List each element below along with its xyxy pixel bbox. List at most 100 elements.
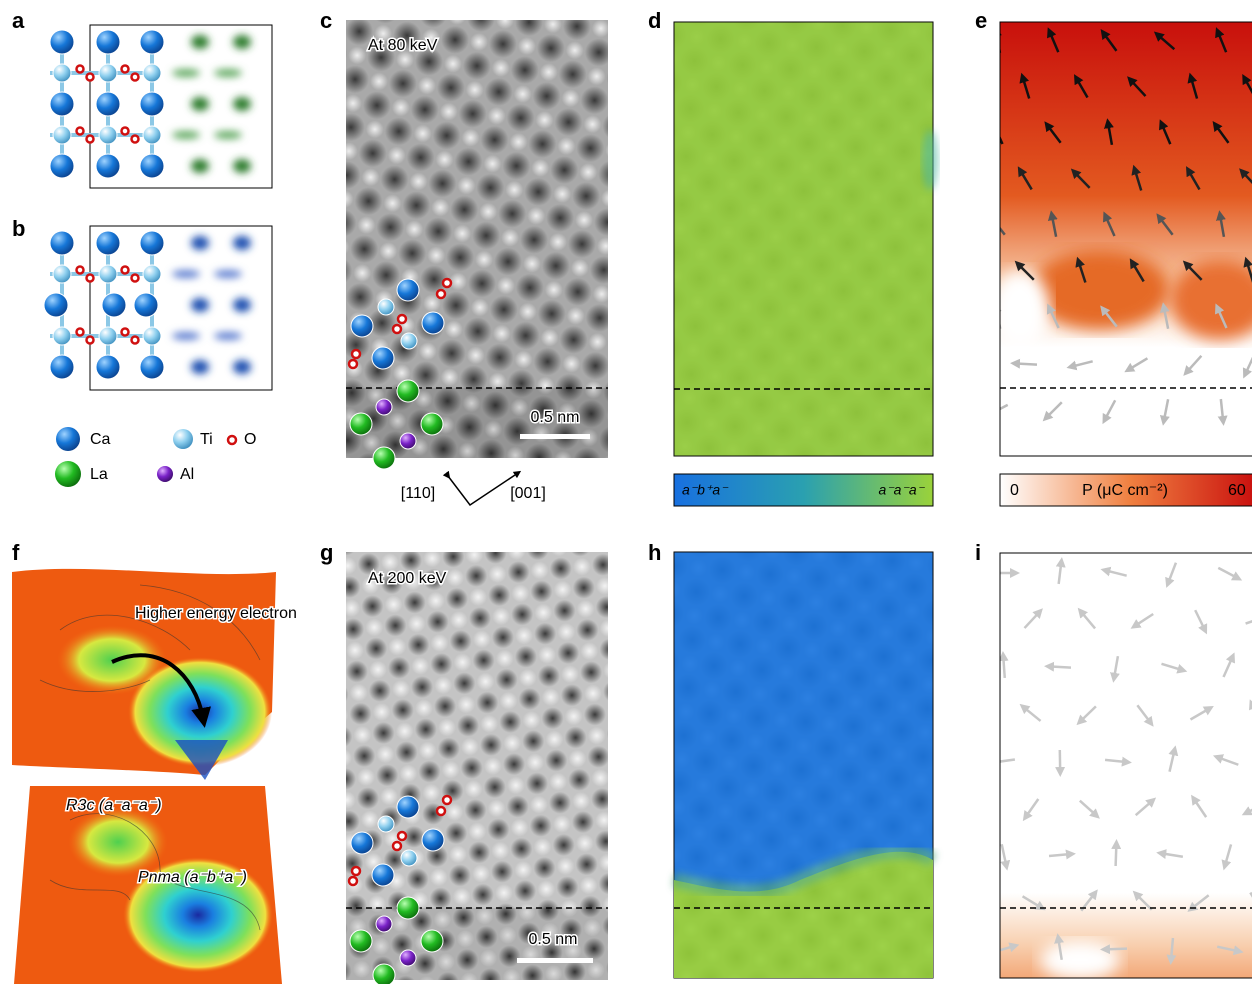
polarization-arrow xyxy=(1104,118,1114,146)
minimum-label: Pnma (a⁻b⁺a⁻) xyxy=(138,869,247,886)
polarization-arrow xyxy=(1074,74,1089,99)
polarization-arrow xyxy=(1111,839,1122,867)
atom-ca xyxy=(133,292,159,318)
legend-label: O xyxy=(244,431,256,448)
polarization-arrow xyxy=(1070,168,1091,189)
image-spot xyxy=(233,159,251,173)
polarization-arrow xyxy=(1019,703,1042,722)
atom-o xyxy=(85,335,95,345)
polarization-arrow xyxy=(1066,360,1093,371)
atom-o xyxy=(441,277,453,289)
polarization-arrow xyxy=(1153,31,1176,51)
atom-ca xyxy=(350,831,374,855)
panel-label: g xyxy=(320,540,333,565)
polarization-arrow xyxy=(1127,76,1147,97)
atom-ca xyxy=(101,292,127,318)
polarization-arrow xyxy=(1078,799,1100,819)
atom-ti xyxy=(142,326,162,346)
polarization-arrow xyxy=(1183,354,1203,376)
polarization-arrow xyxy=(1100,944,1128,955)
polarization-arrow xyxy=(1245,620,1252,625)
atom-ca xyxy=(371,863,395,887)
atom-ti xyxy=(52,125,72,145)
polarization-arrow xyxy=(1055,557,1066,585)
legend-label: Ti xyxy=(200,431,213,448)
atom-ti xyxy=(142,264,162,284)
atom-o xyxy=(75,327,85,337)
polarization-arrow xyxy=(1194,609,1208,635)
legend-al xyxy=(157,466,173,482)
colorbar-d xyxy=(673,473,934,507)
atom-ti xyxy=(400,332,418,350)
transition-arrow xyxy=(111,653,211,728)
polarization-arrow xyxy=(1168,745,1179,772)
panel-label: b xyxy=(12,216,25,241)
colorbar-left-label: a⁻b⁺a⁻ xyxy=(682,482,729,498)
polarization-arrow xyxy=(1182,260,1203,281)
atom-la xyxy=(396,896,420,920)
scale-bar-label: 0.5 nm xyxy=(531,409,580,426)
atom-ti xyxy=(142,125,162,145)
atom-ca xyxy=(371,346,395,370)
atom-ca xyxy=(49,354,75,380)
polarization-arrow xyxy=(1221,844,1233,871)
tilt-texture xyxy=(674,22,933,456)
tilt-variation xyxy=(922,130,938,190)
image-spot xyxy=(172,270,200,278)
image-spot xyxy=(172,69,200,77)
atom-ti xyxy=(52,264,72,284)
polarization-arrow xyxy=(1239,168,1252,184)
legend-ti xyxy=(173,429,193,449)
atom-o xyxy=(396,830,408,842)
image-spot xyxy=(214,332,242,340)
image-spot xyxy=(191,35,209,49)
polarization-arrow xyxy=(1243,256,1252,283)
polarization-arrow xyxy=(1023,608,1043,629)
polarization-arrow xyxy=(1131,164,1143,191)
polarization-arrow xyxy=(1000,119,1004,145)
atom-ca xyxy=(49,153,75,179)
polarization-arrow xyxy=(1076,705,1097,726)
legend: Ca Ti O La Al xyxy=(55,427,256,487)
image-spot xyxy=(191,360,209,374)
polarization-arrow xyxy=(1047,210,1058,238)
polarization-arrow xyxy=(1212,754,1239,766)
atom-o xyxy=(120,64,130,74)
atom-ca xyxy=(95,153,121,179)
polarization-arrow xyxy=(1185,166,1201,191)
atom-ca xyxy=(421,311,445,335)
atom-o xyxy=(75,64,85,74)
annotation-text: Higher energy electron xyxy=(135,605,297,622)
atom-ca xyxy=(139,354,165,380)
tilt-texture xyxy=(674,552,933,978)
atom-o xyxy=(441,794,453,806)
scale-bar-label: 0.5 nm xyxy=(529,931,578,948)
scale-bar xyxy=(517,958,593,963)
atom-o xyxy=(350,865,362,877)
panel-labels: a b c d e f g h i xyxy=(12,8,987,565)
atom-o xyxy=(435,288,447,300)
atom-ca xyxy=(139,91,165,117)
atom-ca xyxy=(49,91,75,117)
image-spot xyxy=(214,270,242,278)
polarization-arrow xyxy=(1189,705,1214,721)
atom-o xyxy=(391,323,403,335)
polarization-arrow xyxy=(1054,933,1064,961)
image-spot xyxy=(172,332,200,340)
image-spot xyxy=(233,35,251,49)
overlay-atoms-g xyxy=(347,794,453,984)
energy-landscape xyxy=(12,568,282,984)
polarization-arrow xyxy=(1214,303,1228,329)
polarization-map-e xyxy=(1000,22,1252,456)
polarization-arrow xyxy=(1042,401,1063,422)
legend-label: Ca xyxy=(90,431,111,448)
atom-ti xyxy=(142,63,162,83)
atom-ti xyxy=(377,298,395,316)
image-spot xyxy=(233,360,251,374)
panel-label: c xyxy=(320,8,332,33)
polarization-map-i xyxy=(1000,553,1252,978)
polarization-arrow xyxy=(1000,651,1009,679)
atom-ca xyxy=(139,230,165,256)
panel-e-frame xyxy=(999,21,1252,457)
polarization-arrow xyxy=(1000,843,1011,871)
